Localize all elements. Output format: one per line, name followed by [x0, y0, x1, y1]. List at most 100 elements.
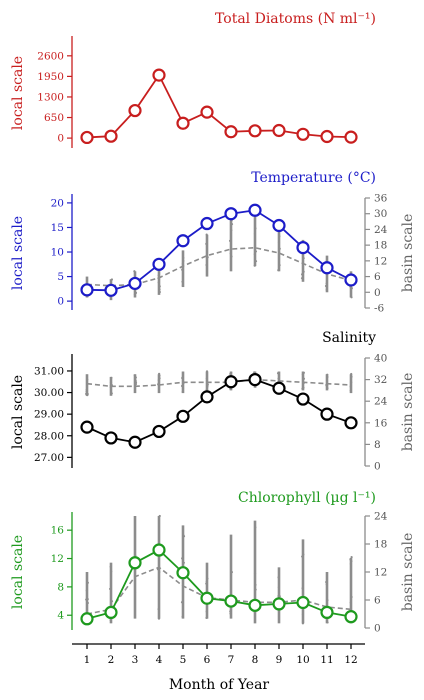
- salinity-basin-sample: [205, 370, 209, 373]
- chlorophyll-ytick-label: 12: [51, 553, 64, 565]
- temperature-basin-sample: [253, 253, 256, 256]
- chlorophyll-basin-sample: [109, 618, 112, 622]
- chlorophyll-basin-sample: [277, 586, 280, 589]
- chlorophyll-point: [224, 594, 238, 608]
- temperature-basin-sample: [182, 256, 185, 259]
- chlorophyll-basin-sample: [110, 600, 114, 603]
- chlorophyll-basin-sample: [205, 580, 208, 583]
- chlorophyll-basin-sample: [301, 622, 305, 625]
- temperature-basin-sample: [278, 264, 281, 267]
- diatoms-point: [104, 129, 118, 143]
- salinity-basin-sample: [326, 375, 329, 379]
- temperature-basin-sample: [205, 233, 208, 236]
- temperature-ylabel2: basin scale: [400, 214, 416, 293]
- chlorophyll-point: [272, 597, 286, 611]
- diatoms-ylabel: local scale: [10, 56, 26, 130]
- salinity-basin-sample: [350, 375, 353, 378]
- chlorophyll-basin-sample: [181, 615, 184, 618]
- chlorophyll-basin-sample: [350, 560, 353, 563]
- chlorophyll-basin-sample: [326, 621, 329, 624]
- diatoms-ytick-label: 1300: [37, 91, 64, 103]
- chlorophyll-basin-sample: [180, 601, 184, 604]
- temperature-basin-sample: [277, 269, 280, 272]
- diatoms-ytick-label: 1950: [37, 71, 64, 83]
- panel-diatoms: Total Diatoms (N ml⁻¹) 0 650 1300 1950 2600 lo…: [10, 11, 376, 148]
- chlorophyll-ytick-label: 16: [51, 525, 65, 537]
- chlorophyll-basin-sample: [134, 554, 137, 557]
- temperature-ytick-label: 0: [57, 296, 64, 308]
- salinity-basin-mean-line: [86, 378, 352, 388]
- chlorophyll-point: [80, 612, 94, 626]
- chlorophyll-basin-sample: [205, 610, 208, 613]
- chlorophyll-basin-sample: [85, 589, 88, 592]
- temperature-point: [248, 203, 262, 217]
- x-tick-label: 2: [108, 654, 115, 666]
- temperature-point: [152, 257, 166, 271]
- salinity-ytick-label: 30.00: [34, 387, 64, 399]
- temperature-ytick2-label: 6: [374, 271, 381, 283]
- chlorophyll-basin-sample: [86, 601, 89, 605]
- chlorophyll-basin-sample: [181, 557, 184, 560]
- temperature-point: [272, 218, 286, 233]
- diatoms-point: [224, 125, 238, 139]
- salinity-ylabel: local scale: [10, 375, 26, 449]
- salinity-basin-sample: [206, 383, 209, 386]
- salinity-basin-sample: [326, 387, 329, 390]
- diatoms-title: Total Diatoms (N ml⁻¹): [215, 11, 376, 27]
- chlorophyll-basin-sample: [301, 587, 304, 590]
- salinity-point: [224, 375, 238, 389]
- x-tick-label: 3: [132, 654, 139, 666]
- salinity-point: [320, 407, 334, 421]
- chlorophyll-point: [152, 543, 166, 557]
- temperature-basin-sample: [277, 241, 281, 244]
- chlorophyll-basin-sample: [109, 587, 112, 591]
- chlorophyll-basin-sample: [182, 534, 185, 537]
- chlorophyll-basin-sample: [182, 561, 185, 564]
- temperature-basin-sample: [205, 242, 208, 245]
- temperature-point: [176, 234, 190, 248]
- temperature-point: [80, 283, 94, 297]
- salinity-basin-sample: [134, 379, 137, 382]
- chlorophyll-basin-sample: [158, 514, 161, 518]
- temperature-ytick-label: 15: [51, 222, 64, 234]
- temperature-basin-sample: [230, 229, 233, 232]
- salinity-title: Salinity: [322, 330, 376, 346]
- temperature-ytick2-label: 24: [374, 224, 388, 236]
- chlorophyll-ytick2-label: 12: [374, 567, 387, 579]
- x-tick-label: 5: [180, 654, 187, 666]
- temperature-ytick2-label: -6: [374, 303, 385, 315]
- diatoms-point: [344, 130, 358, 144]
- chlorophyll-basin-sample: [301, 555, 304, 558]
- chlorophyll-ylabel: local scale: [10, 535, 26, 609]
- salinity-basin-sample: [181, 387, 185, 390]
- salinity-basin-sample: [158, 372, 161, 375]
- chlorophyll-basin-sample: [325, 580, 328, 584]
- chlorophyll-basin-sample: [349, 601, 352, 604]
- chlorophyll-basin-sample: [301, 613, 305, 616]
- panel-salinity: Salinity 27.00 28.00 29.00 30.00 31.00 local s…: [10, 330, 416, 473]
- chlorophyll-basin-sample: [349, 558, 352, 561]
- salinity-basin-sample: [134, 376, 137, 379]
- temperature-point: [224, 207, 238, 221]
- chlorophyll-basin-sample: [254, 583, 257, 586]
- chlorophyll-basin-sample: [157, 617, 161, 620]
- chlorophyll-basin-sample: [229, 612, 232, 615]
- x-tick-label: 7: [228, 654, 235, 666]
- temperature-ytick2-label: 0: [374, 287, 381, 299]
- salinity-ytick2-label: 0: [374, 461, 381, 473]
- temperature-basin-sample: [324, 284, 328, 288]
- chlorophyll-basin-sample: [133, 591, 137, 594]
- chlorophyll-basin-sample: [229, 610, 232, 613]
- temperature-basin-sample: [253, 232, 256, 235]
- salinity-basin-sample: [277, 377, 280, 380]
- temperature-basin-sample: [181, 280, 184, 283]
- salinity-basin-sample: [205, 388, 208, 391]
- salinity-point: [296, 392, 310, 406]
- salinity-point: [200, 390, 214, 404]
- temperature-basin-sample: [158, 288, 161, 291]
- salinity-basin-sample: [302, 386, 305, 389]
- chlorophyll-point: [176, 566, 190, 580]
- x-tick-label: 9: [276, 654, 283, 666]
- salinity-point: [176, 409, 190, 423]
